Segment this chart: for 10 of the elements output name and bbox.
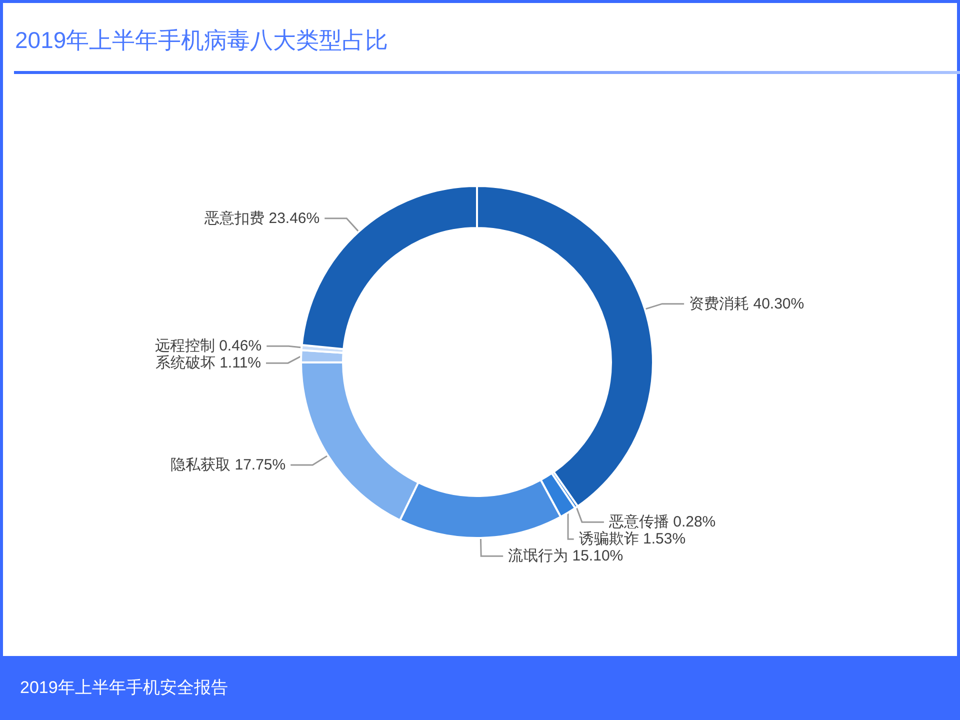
slice-label: 诱骗欺诈 1.53% — [578, 530, 686, 548]
slice-label: 远程控制 0.46% — [154, 338, 262, 355]
chart-title: 2019年上半年手机病毒八大类型占比 — [15, 26, 388, 55]
slice-label: 流氓行为 15.10% — [508, 548, 624, 565]
slice-label: 恶意传播 0.28% — [608, 514, 716, 531]
slice-label: 恶意扣费 23.46% — [204, 210, 320, 227]
slice-label: 资费消耗 40.30% — [689, 295, 804, 312]
slice-label: 系统破坏 1.11% — [155, 354, 262, 372]
slice-label: 隐私获取 17.75% — [170, 456, 286, 474]
text: 2019年上半年手机安全报告 — [20, 677, 228, 699]
